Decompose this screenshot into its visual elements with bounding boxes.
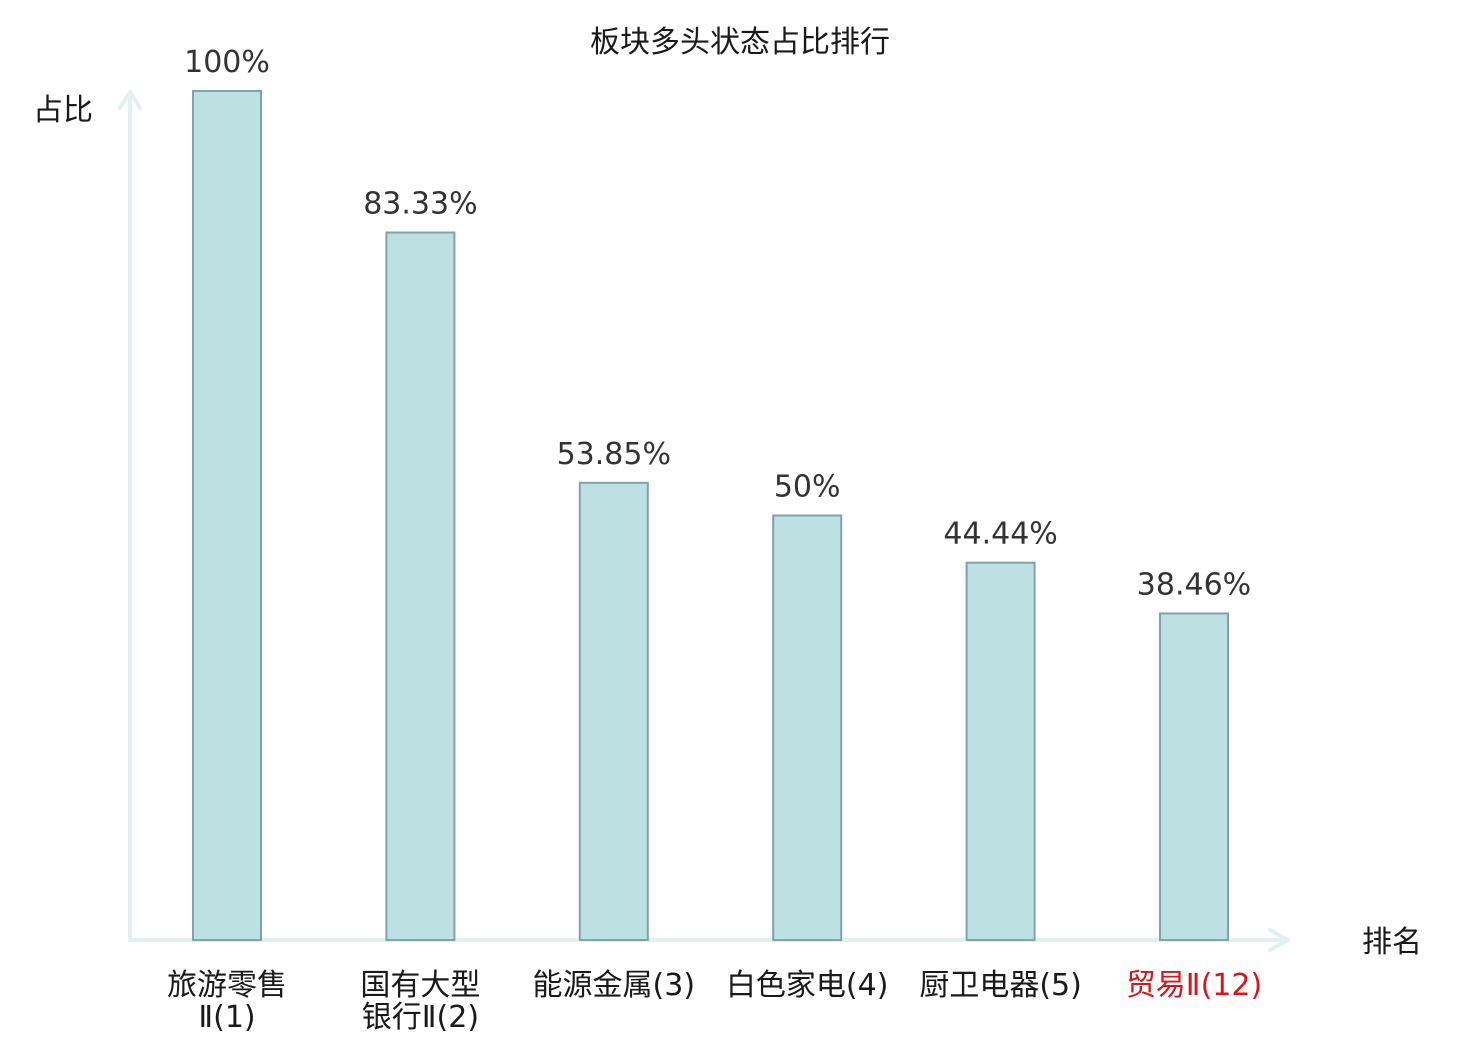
chart-axes bbox=[118, 90, 1290, 952]
value-label-6: 38.46% bbox=[1137, 567, 1251, 602]
category-labels-group: 旅游零售 Ⅱ(1) 国有大型银行Ⅱ(2) 能源金属(3) 白色家电(4) 厨卫电器(5) 贸… bbox=[167, 968, 1262, 1035]
x-axis-arrow bbox=[1268, 928, 1290, 952]
value-labels-group: 100% 83.33% 53.85% 50% 44.44% 38.46% bbox=[184, 45, 1251, 602]
category-label-line: Ⅱ(1) bbox=[198, 1000, 255, 1035]
category-label-line: 贸易Ⅱ(12) bbox=[1126, 968, 1262, 1003]
bar-2 bbox=[385, 231, 456, 941]
bar-3 bbox=[578, 481, 649, 941]
category-label-line: 能源金属(3) bbox=[533, 968, 696, 1003]
category-label-3: 能源金属(3) bbox=[533, 968, 696, 1003]
category-label-line: 银行Ⅱ(2) bbox=[362, 1000, 479, 1035]
bar-6 bbox=[1159, 612, 1229, 941]
category-label-4: 白色家电(4) bbox=[726, 968, 889, 1003]
x-axis-label: 排名 bbox=[1362, 925, 1422, 960]
category-label-2: 国有大型银行Ⅱ(2) bbox=[360, 968, 480, 1035]
value-label-3: 53.85% bbox=[557, 437, 671, 472]
value-label-1: 100% bbox=[184, 45, 270, 80]
value-label-2: 83.33% bbox=[363, 187, 477, 222]
bars-group bbox=[192, 90, 1229, 941]
value-label-4: 50% bbox=[774, 470, 841, 505]
y-axis-arrow bbox=[118, 90, 142, 110]
value-label-5: 44.44% bbox=[943, 517, 1057, 552]
category-label-line: 国有大型 bbox=[360, 968, 480, 1003]
category-label-line: 白色家电(4) bbox=[726, 968, 889, 1003]
category-label-line: 旅游零售 bbox=[167, 968, 287, 1003]
bar-4 bbox=[772, 514, 843, 941]
category-label-1: 旅游零售 Ⅱ(1) bbox=[167, 968, 287, 1035]
chart-title: 板块多头状态占比排行 bbox=[590, 25, 890, 60]
bar-5 bbox=[965, 561, 1036, 941]
category-label-line: 厨卫电器(5) bbox=[919, 968, 1082, 1003]
bar-1 bbox=[192, 90, 262, 941]
category-label-6: 贸易Ⅱ(12) bbox=[1126, 968, 1262, 1003]
y-axis-label: 占比 bbox=[33, 93, 93, 128]
category-label-5: 厨卫电器(5) bbox=[919, 968, 1082, 1003]
